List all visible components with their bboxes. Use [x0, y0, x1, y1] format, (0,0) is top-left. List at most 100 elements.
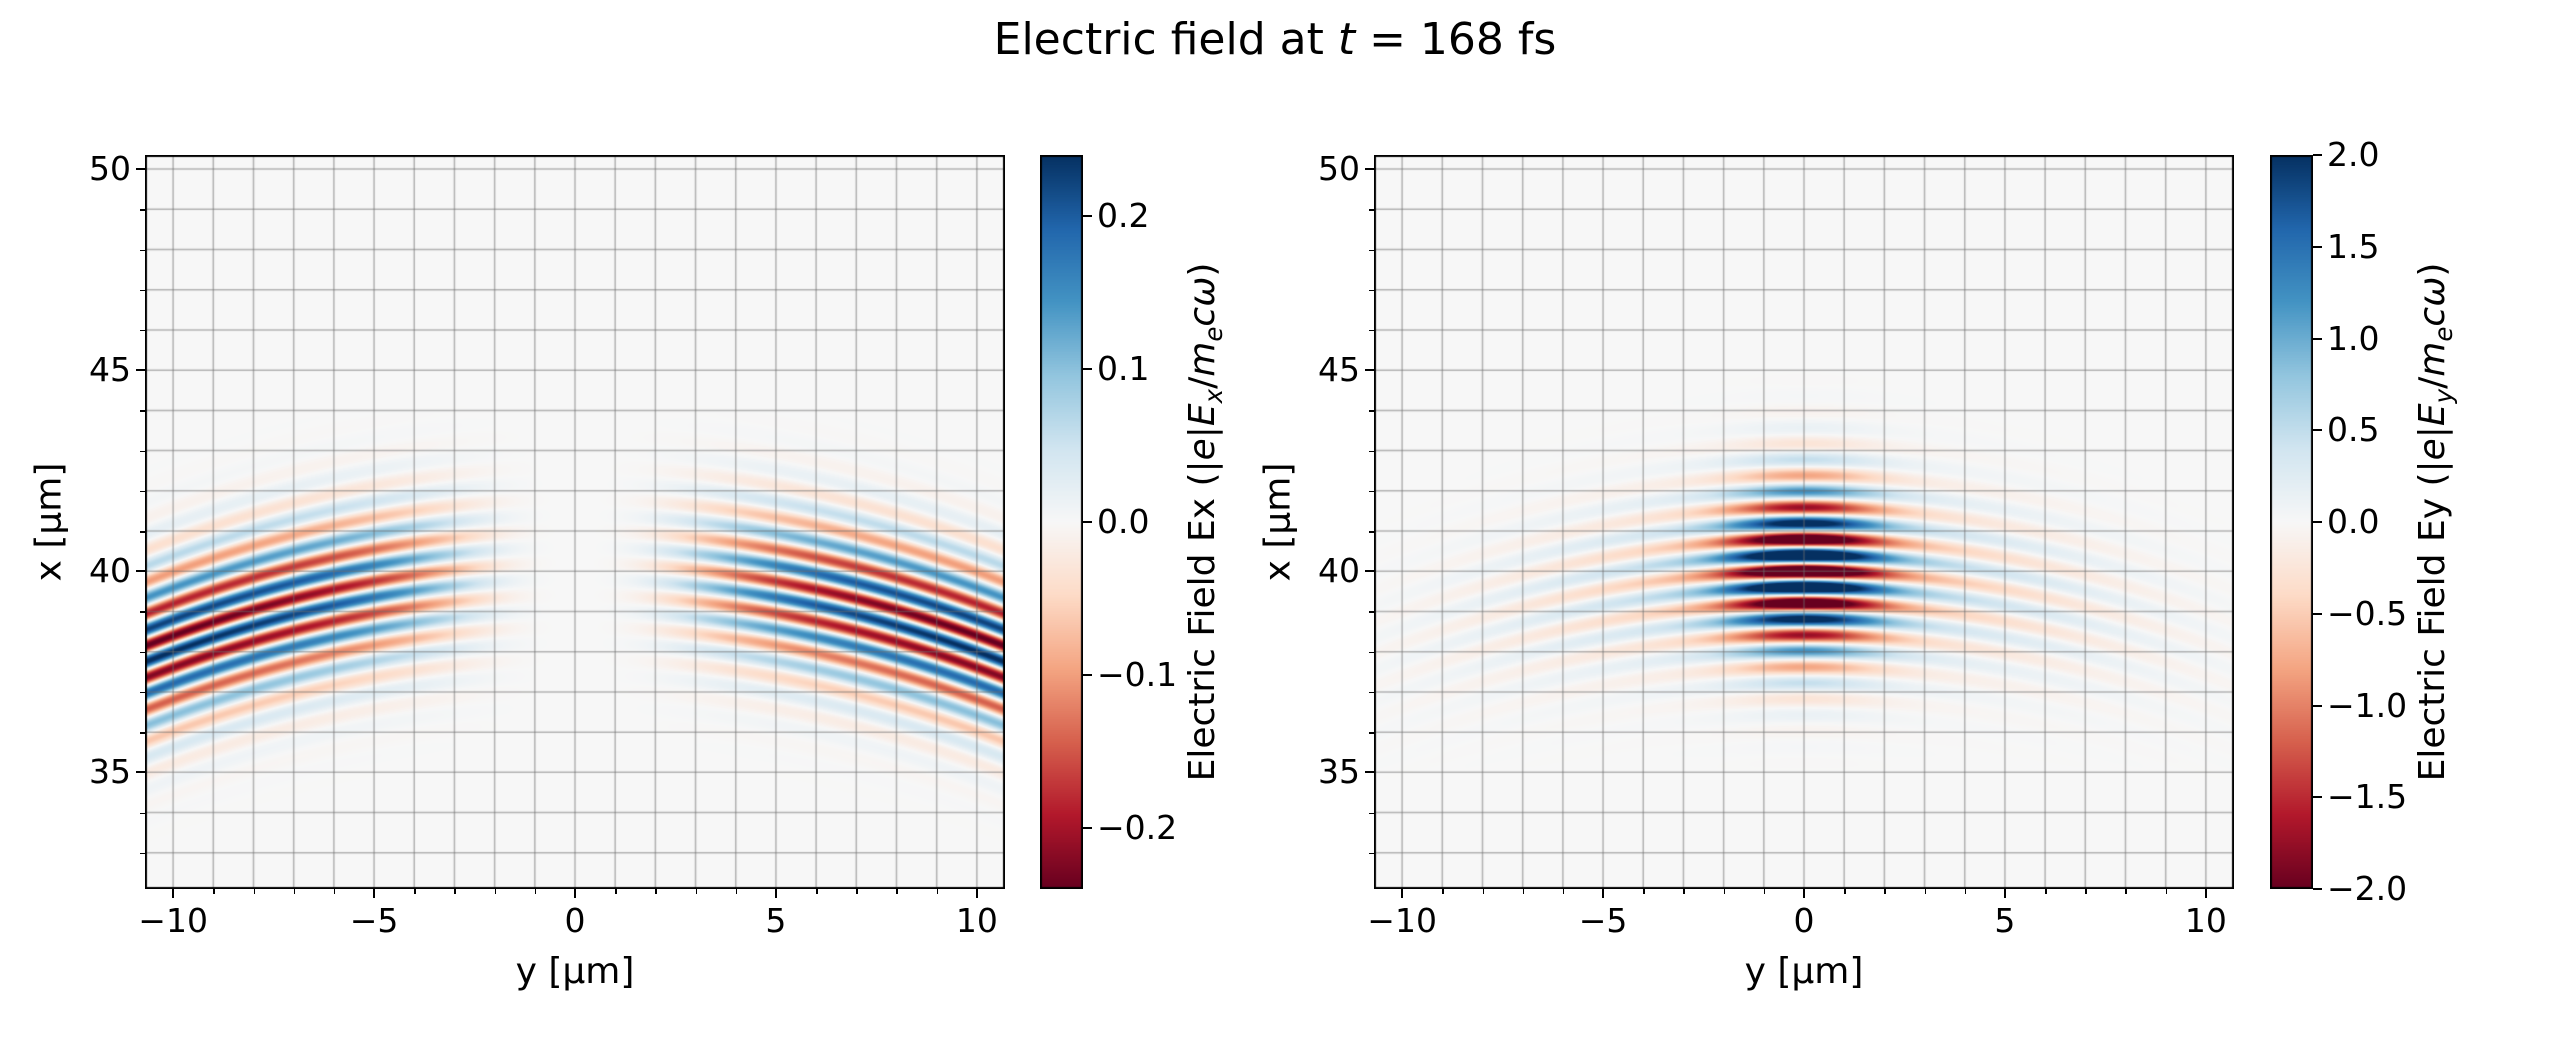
y-minor-tick	[1369, 490, 1374, 493]
colorbar-tick	[2313, 704, 2322, 707]
x-tick	[574, 889, 576, 898]
y-tick	[136, 369, 145, 372]
y-minor-tick	[140, 852, 145, 855]
y-minor-tick	[1369, 651, 1374, 654]
y-minor-tick	[140, 812, 145, 815]
x-minor-tick	[1683, 889, 1685, 894]
x-minor-tick	[655, 889, 657, 894]
x-axis-label-ex: y [μm]	[515, 951, 635, 992]
x-minor-tick	[1763, 889, 1766, 894]
colorbar-tick-label: 2.0	[2327, 134, 2380, 174]
y-minor-tick	[140, 531, 145, 533]
y-minor-tick	[1369, 329, 1374, 332]
x-tick	[1401, 889, 1404, 898]
y-tick-label: 35	[89, 752, 131, 792]
heatmap-canvas-ex	[145, 155, 1005, 889]
y-axis-label-ex: x [μm]	[28, 462, 70, 582]
x-minor-tick	[1562, 889, 1565, 894]
y-minor-tick	[140, 450, 145, 453]
colorbar-tick-label: 1.5	[2327, 226, 2380, 266]
y-minor-tick	[140, 651, 145, 654]
x-minor-tick	[213, 889, 215, 894]
colorbar-tick-label: −1.0	[2327, 685, 2408, 725]
x-minor-tick	[2045, 889, 2047, 894]
x-minor-tick	[1522, 889, 1525, 894]
x-tick	[774, 889, 777, 898]
x-tick-label: 10	[955, 901, 998, 940]
y-tick-label: 45	[1318, 350, 1360, 390]
colorbar-tick	[1083, 521, 1092, 523]
y-minor-tick	[140, 410, 145, 412]
colorbar-tick-label: −0.2	[1097, 807, 1178, 847]
x-minor-tick	[1643, 889, 1645, 894]
x-minor-tick	[414, 889, 416, 894]
heatmap-panel-ex: y [μm] x [μm] −10 −5 0 5 10 35 40 45 50	[29, 150, 1005, 992]
x-minor-tick	[2165, 889, 2168, 894]
colorbar-tick	[2313, 154, 2322, 156]
y-minor-tick	[1369, 732, 1374, 734]
colorbar-tick-label: −2.0	[2327, 868, 2408, 908]
y-tick	[1365, 168, 1374, 171]
y-tick	[1365, 771, 1374, 774]
x-minor-tick	[1964, 889, 1967, 894]
colorbar-ey: 2.0 1.5 1.0 0.5 0.0 −0.5 −1.0 −1.5 −2.0 Electric …	[2270, 136, 2458, 907]
x-minor-tick	[735, 889, 738, 894]
y-axis-label-ey: x [μm]	[1257, 462, 1299, 582]
y-minor-tick	[1369, 410, 1374, 412]
colorbar-tick-label: 0.5	[2327, 410, 2380, 450]
heatmap-panel-ey: y [μm] x [μm] −10 −5 0 5 10 35 40 45 50	[1258, 150, 2234, 992]
colorbar-tick-label: −0.1	[1097, 654, 1178, 694]
x-minor-tick	[615, 889, 617, 894]
y-minor-tick	[1369, 249, 1374, 251]
heatmap-canvas-ey	[1374, 155, 2234, 889]
x-tick	[2003, 889, 2006, 898]
x-tick-label: 10	[2184, 901, 2227, 940]
x-minor-tick	[1723, 889, 1726, 894]
y-tick-label: 40	[89, 551, 131, 591]
colorbar-tick	[2313, 612, 2322, 615]
colorbar-tick-label: −1.5	[2327, 777, 2408, 817]
x-minor-tick	[2125, 889, 2127, 894]
colorbar-tick	[2313, 337, 2322, 340]
x-tick-label: −10	[1367, 901, 1437, 940]
x-minor-tick	[2085, 889, 2087, 894]
colorbar-label: Electric Field Ex (|e|Ex/mecω)	[1181, 262, 1229, 782]
x-minor-tick	[333, 889, 336, 894]
x-tick	[1602, 889, 1605, 898]
y-tick	[1365, 570, 1374, 573]
colorbar-tick-label: −0.5	[2327, 593, 2408, 633]
colorbar-canvas-ex	[1040, 155, 1083, 889]
y-minor-tick	[1369, 611, 1374, 613]
x-tick	[975, 889, 978, 898]
figure-title: Electric field at t = 168 fs	[993, 14, 1557, 65]
x-tick-label: 5	[765, 901, 787, 940]
y-tick-label: 45	[89, 350, 131, 390]
x-minor-tick	[293, 889, 296, 894]
colorbar-tick-label: 0.0	[2327, 501, 2380, 541]
x-axis-label-ey: y [μm]	[1744, 951, 1864, 992]
colorbar-tick	[2313, 796, 2322, 799]
y-minor-tick	[140, 691, 145, 694]
x-tick-label: −5	[349, 901, 399, 940]
x-minor-tick	[1442, 889, 1444, 894]
x-minor-tick	[856, 889, 858, 894]
y-minor-tick	[140, 249, 145, 251]
colorbar-tick	[1083, 826, 1092, 829]
x-tick-label: −5	[1578, 901, 1628, 940]
colorbar-tick	[1083, 673, 1092, 676]
colorbar-canvas-ey	[2270, 155, 2313, 889]
x-minor-tick	[1844, 889, 1846, 894]
y-tick	[1365, 369, 1374, 372]
y-tick	[136, 168, 145, 171]
x-tick-label: −10	[138, 901, 208, 940]
y-minor-tick	[1369, 450, 1374, 453]
y-minor-tick	[140, 611, 145, 613]
y-tick-label: 50	[1318, 148, 1360, 188]
x-minor-tick	[695, 889, 698, 894]
y-minor-tick	[1369, 289, 1374, 292]
y-minor-tick	[140, 329, 145, 332]
y-minor-tick	[1369, 531, 1374, 533]
x-minor-tick	[253, 889, 255, 894]
y-tick	[136, 570, 145, 573]
y-minor-tick	[140, 490, 145, 493]
